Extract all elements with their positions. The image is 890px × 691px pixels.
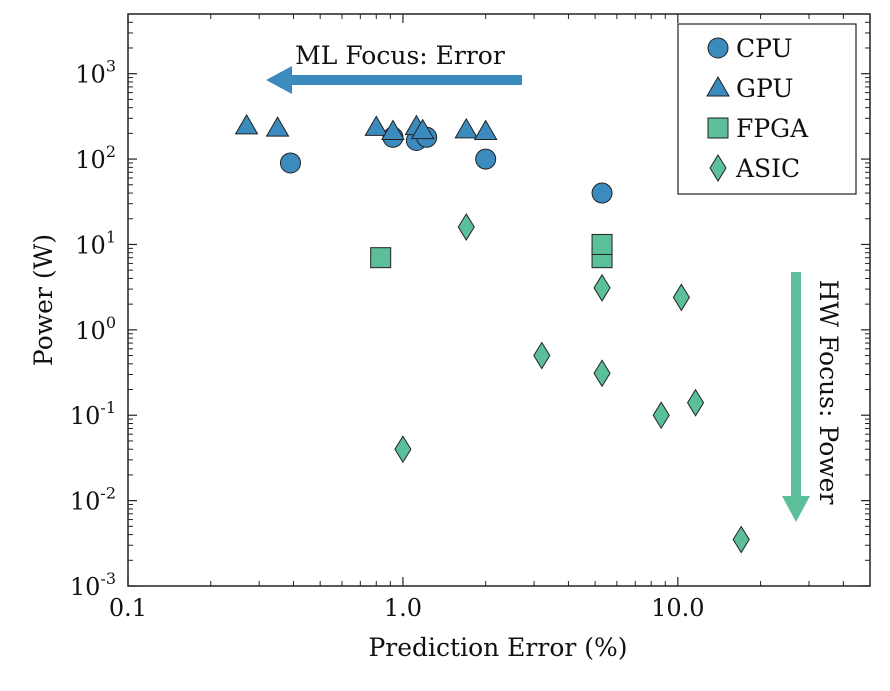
- y-axis-title: Power (W): [29, 234, 58, 366]
- legend-label-cpu: CPU: [736, 34, 793, 63]
- y-tick-label: 102: [75, 142, 116, 174]
- legend-marker-gpu: [706, 76, 730, 97]
- series-fpga: [370, 233, 613, 269]
- series-cpu: [279, 126, 613, 204]
- ticks: 0.1 1.0 10.0 10-3 10-2 10-1 100 101 102 103: [70, 14, 870, 622]
- legend-marker-cpu: [707, 37, 729, 59]
- legend-label-asic: ASIC: [735, 154, 800, 183]
- asic-point: [672, 283, 690, 312]
- y-tick-label: 10-3: [70, 569, 116, 601]
- legend-label-gpu: GPU: [736, 74, 793, 103]
- plot-area: [127, 13, 871, 587]
- annotations: ML Focus: Error HW Focus: Power: [266, 41, 843, 522]
- legend-marker-fpga: [707, 117, 729, 139]
- ml-focus-label: ML Focus: Error: [295, 41, 505, 70]
- fpga-point: [370, 247, 392, 269]
- y-tick-label: 10-2: [70, 484, 116, 516]
- legend-box: [677, 23, 857, 195]
- ml-focus-arrowhead: [266, 66, 292, 94]
- x-tick-label: 10.0: [651, 594, 704, 622]
- asic-point: [732, 525, 750, 554]
- cpu-point: [475, 148, 497, 170]
- cpu-point: [591, 182, 613, 204]
- data-points: [234, 113, 750, 554]
- series-gpu: [234, 113, 498, 141]
- legend: CPU GPU FPGA ASIC: [677, 23, 857, 195]
- hw-focus-label: HW Focus: Power: [814, 280, 843, 505]
- gpu-point: [234, 113, 259, 135]
- x-tick-label: 0.1: [109, 594, 147, 622]
- asic-point: [394, 435, 412, 464]
- legend-marker-asic: [709, 154, 727, 182]
- gpu-point: [381, 119, 405, 141]
- series-asic: [394, 213, 750, 554]
- fpga-point: [591, 233, 613, 255]
- y-tick-label: 100: [75, 313, 116, 345]
- y-tick-label: 101: [75, 227, 116, 259]
- gpu-point: [454, 117, 479, 139]
- y-tick-label: 103: [75, 57, 116, 89]
- gpu-point: [473, 119, 498, 141]
- asic-point: [593, 273, 611, 302]
- gpu-point: [410, 118, 435, 140]
- asic-point: [593, 359, 611, 388]
- gpu-point: [265, 116, 290, 137]
- x-axis-title: Prediction Error (%): [368, 633, 627, 662]
- asic-point: [457, 213, 475, 241]
- cpu-point: [279, 152, 301, 174]
- asic-point: [652, 401, 670, 430]
- x-tick-label: 1.0: [384, 594, 422, 622]
- legend-label-fpga: FPGA: [736, 114, 809, 143]
- y-tick-label: 10-1: [70, 398, 116, 430]
- asic-point: [686, 388, 705, 417]
- gpu-point: [364, 115, 389, 136]
- asic-point: [533, 341, 551, 370]
- hw-focus-arrowhead: [782, 496, 810, 522]
